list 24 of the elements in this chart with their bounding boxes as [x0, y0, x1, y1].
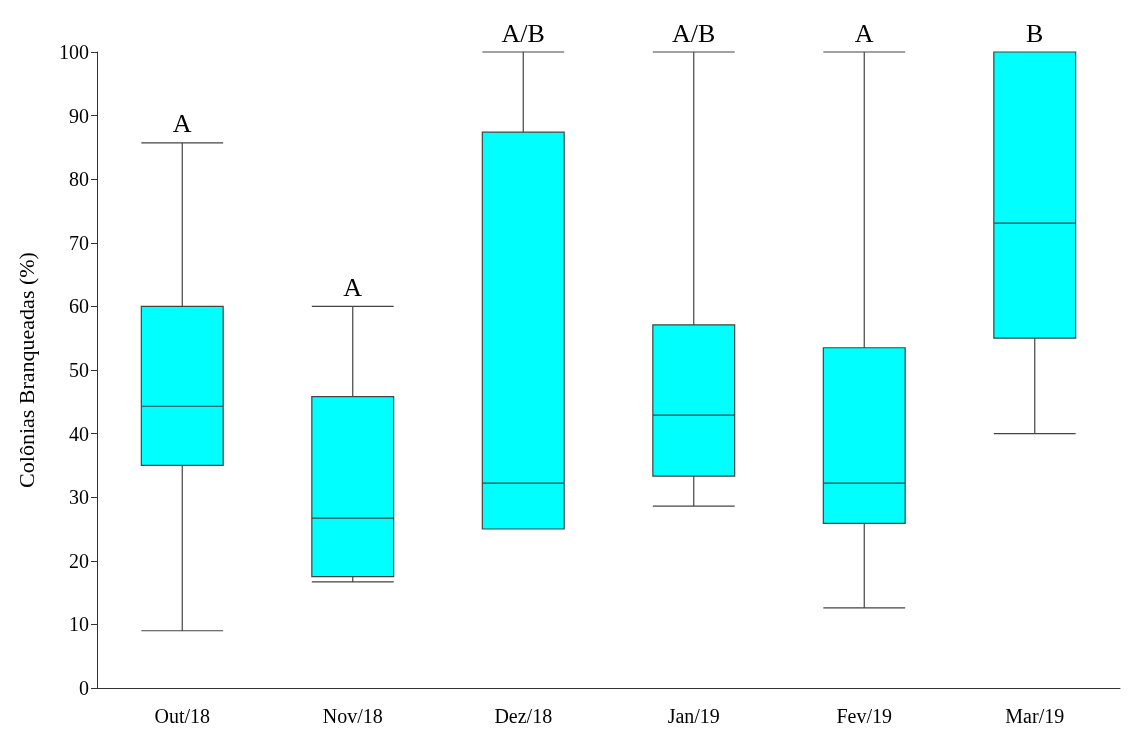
- x-tick-label: Out/18: [154, 705, 211, 727]
- y-tick-label: 50: [69, 359, 89, 381]
- text: A/B: [501, 18, 545, 48]
- y-tick-label: 10: [69, 613, 89, 636]
- x-tick-label: Jan/19: [667, 705, 720, 727]
- y-tick-label: 80: [69, 168, 89, 191]
- text: A/B: [672, 18, 716, 48]
- y-tick-label: 70: [69, 231, 89, 254]
- y-tick-label: 40: [69, 422, 89, 445]
- y-tick-label: 30: [69, 486, 89, 509]
- x-tick-label: Dez/18: [494, 705, 553, 727]
- annotation: A: [343, 272, 363, 302]
- y-tick-label: 100: [59, 41, 89, 63]
- y-axis-title: Colônias Branqueadas (%): [13, 252, 39, 488]
- text: A: [854, 18, 874, 48]
- text: B: [1026, 18, 1044, 48]
- y-tick-label: 20: [69, 549, 89, 572]
- y-tick-label: 0: [79, 677, 89, 699]
- x-tick-label: Mar/19: [1005, 705, 1065, 727]
- y-tick-label: 90: [69, 104, 89, 127]
- annotation: A: [172, 109, 192, 139]
- x-tick-label: Nov/18: [322, 705, 383, 727]
- x-tick-label: Fev/19: [836, 705, 893, 727]
- y-tick-label: 60: [69, 295, 89, 318]
